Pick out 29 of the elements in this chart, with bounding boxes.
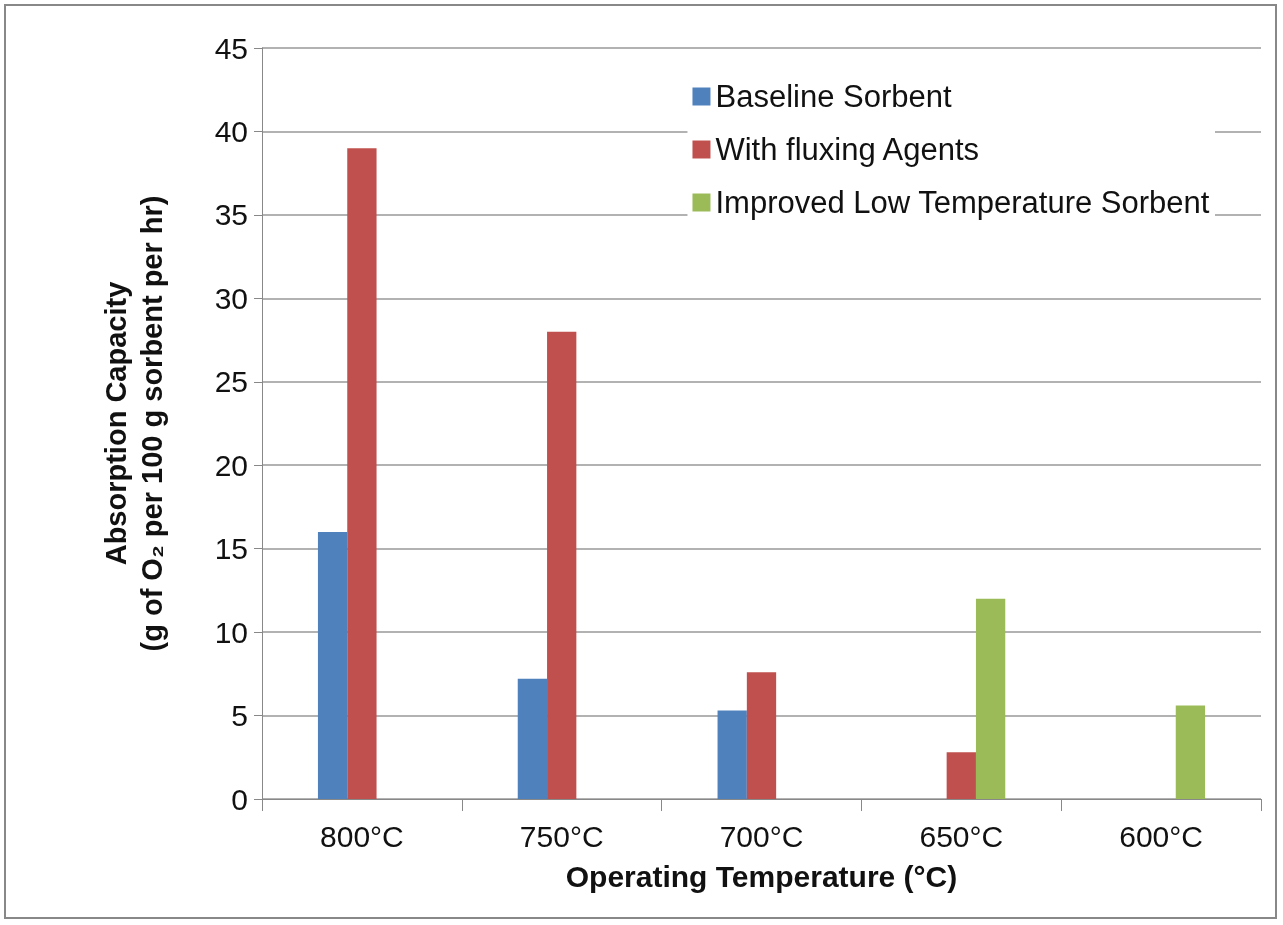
y-tick-label: 5 (231, 699, 248, 733)
y-tick-label: 15 (214, 532, 248, 566)
legend-label: Baseline Sorbent (715, 79, 952, 114)
bar (717, 710, 747, 799)
bar (1175, 705, 1206, 799)
x-axis-title: Operating Temperature (°C) (565, 859, 958, 893)
bar (347, 148, 377, 799)
y-tick-label: 35 (214, 198, 248, 232)
x-tick-label: 800°C (320, 819, 404, 853)
y-tick-label: 40 (214, 114, 248, 148)
y-tick-label: 0 (231, 782, 248, 816)
bar (517, 678, 548, 799)
legend-label: Improved Low Temperature Sorbent (715, 185, 1210, 220)
x-tick-label: 600°C (1119, 819, 1203, 853)
bar (946, 752, 976, 799)
y-tick-label: 20 (214, 448, 248, 482)
bar (746, 672, 777, 799)
y-axis-title: Absorption Capacity (g of O₂ per 100 g sorbent per hr) (100, 195, 168, 652)
y-tick-label: 30 (214, 281, 248, 315)
bar (975, 598, 1006, 799)
x-tick-label: 650°C (919, 819, 1004, 853)
legend-label: With fluxing Agents (715, 132, 980, 167)
y-tick-label: 10 (214, 615, 248, 649)
x-tick-label: 750°C (519, 819, 604, 853)
y-tick-label: 45 (214, 31, 248, 65)
bar (317, 531, 348, 799)
x-tick-label: 700°C (719, 819, 804, 853)
bar (547, 331, 577, 799)
y-tick-label: 25 (214, 365, 248, 399)
